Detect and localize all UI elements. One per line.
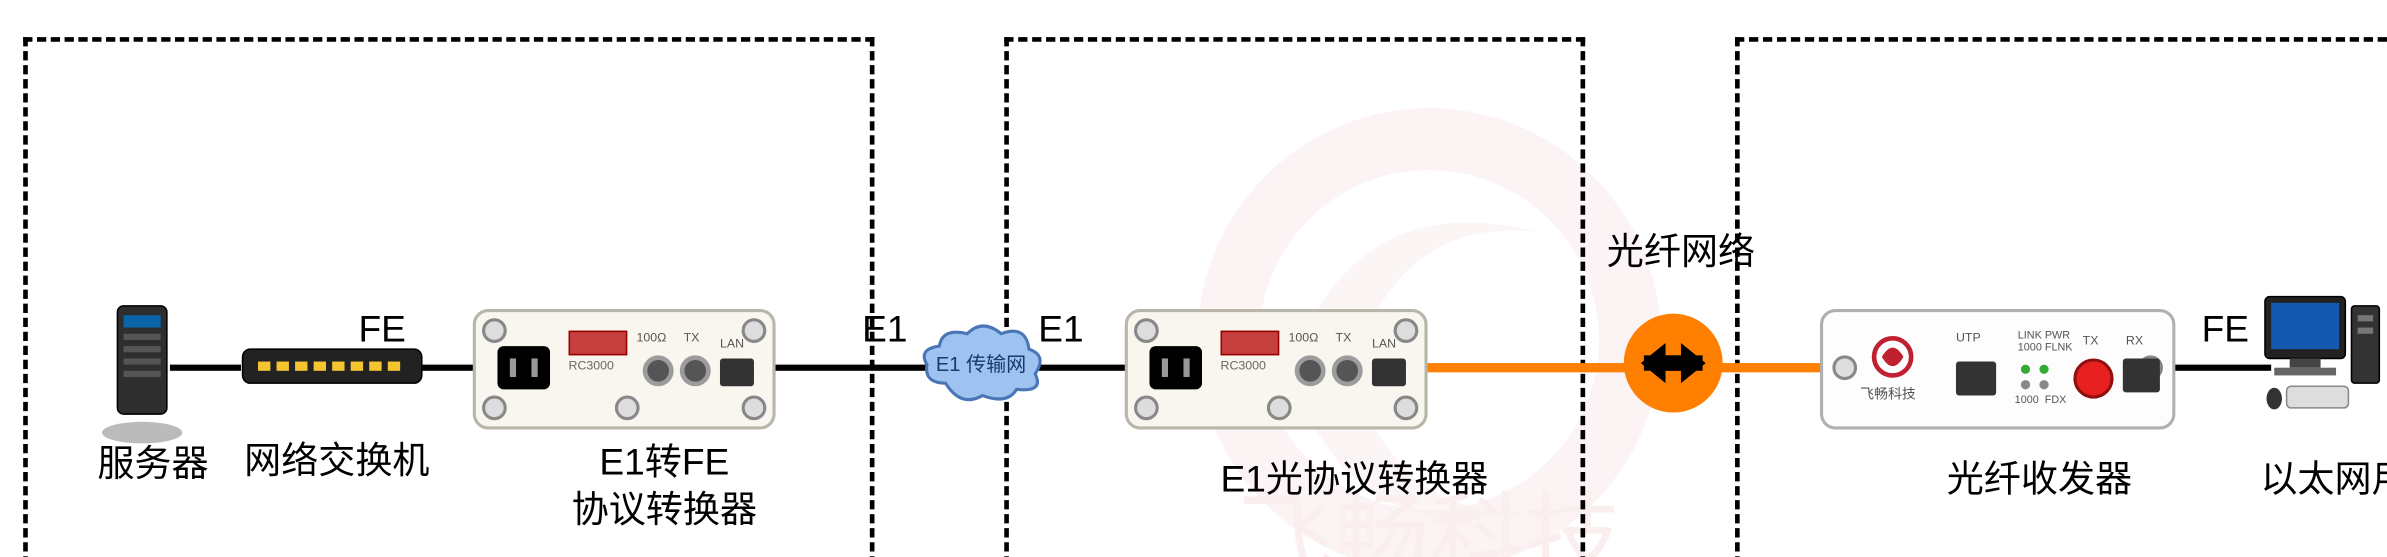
connection-optconv_fibernet: [1421, 363, 1628, 372]
connection-conv_cloud: [769, 365, 930, 371]
e1-cloud-icon: E1 传输网: [915, 321, 1048, 418]
link-fe-2: FE: [2202, 309, 2249, 352]
e1-optical-converter-label: E1光协议转换器: [1221, 448, 1489, 502]
fiber-transceiver-label: 光纤收发器: [1947, 448, 2132, 502]
e1-fe-converter-icon: RC3000 100Ω TX LAN: [473, 309, 776, 430]
ethernet-user-label: 以太网用户: [2260, 448, 2387, 502]
ethernet-user-icon: [2256, 284, 2387, 431]
fiber-transceiver-icon: 飞畅科技 UTP LINK PWR1000 FLNK 1000 FDX TX R…: [1820, 309, 2175, 430]
e1-optical-converter-icon: RC3000 100Ω TX LAN: [1125, 309, 1428, 430]
fiber-network-label: 光纤网络: [1607, 221, 1755, 275]
server-label: 服务器: [97, 433, 208, 487]
connection-fibernet_xcvr: [1715, 363, 1823, 372]
server-icon: [96, 303, 189, 453]
e1-fe-converter-label: E1转FE 协议转换器: [572, 439, 757, 535]
fiber-network-icon: [1619, 309, 1727, 425]
e1-cloud-text: E1 传输网: [936, 353, 1026, 376]
link-e1-a: E1: [862, 309, 907, 352]
switch-icon: [239, 340, 424, 403]
switch-label: 网络交换机: [244, 430, 429, 484]
